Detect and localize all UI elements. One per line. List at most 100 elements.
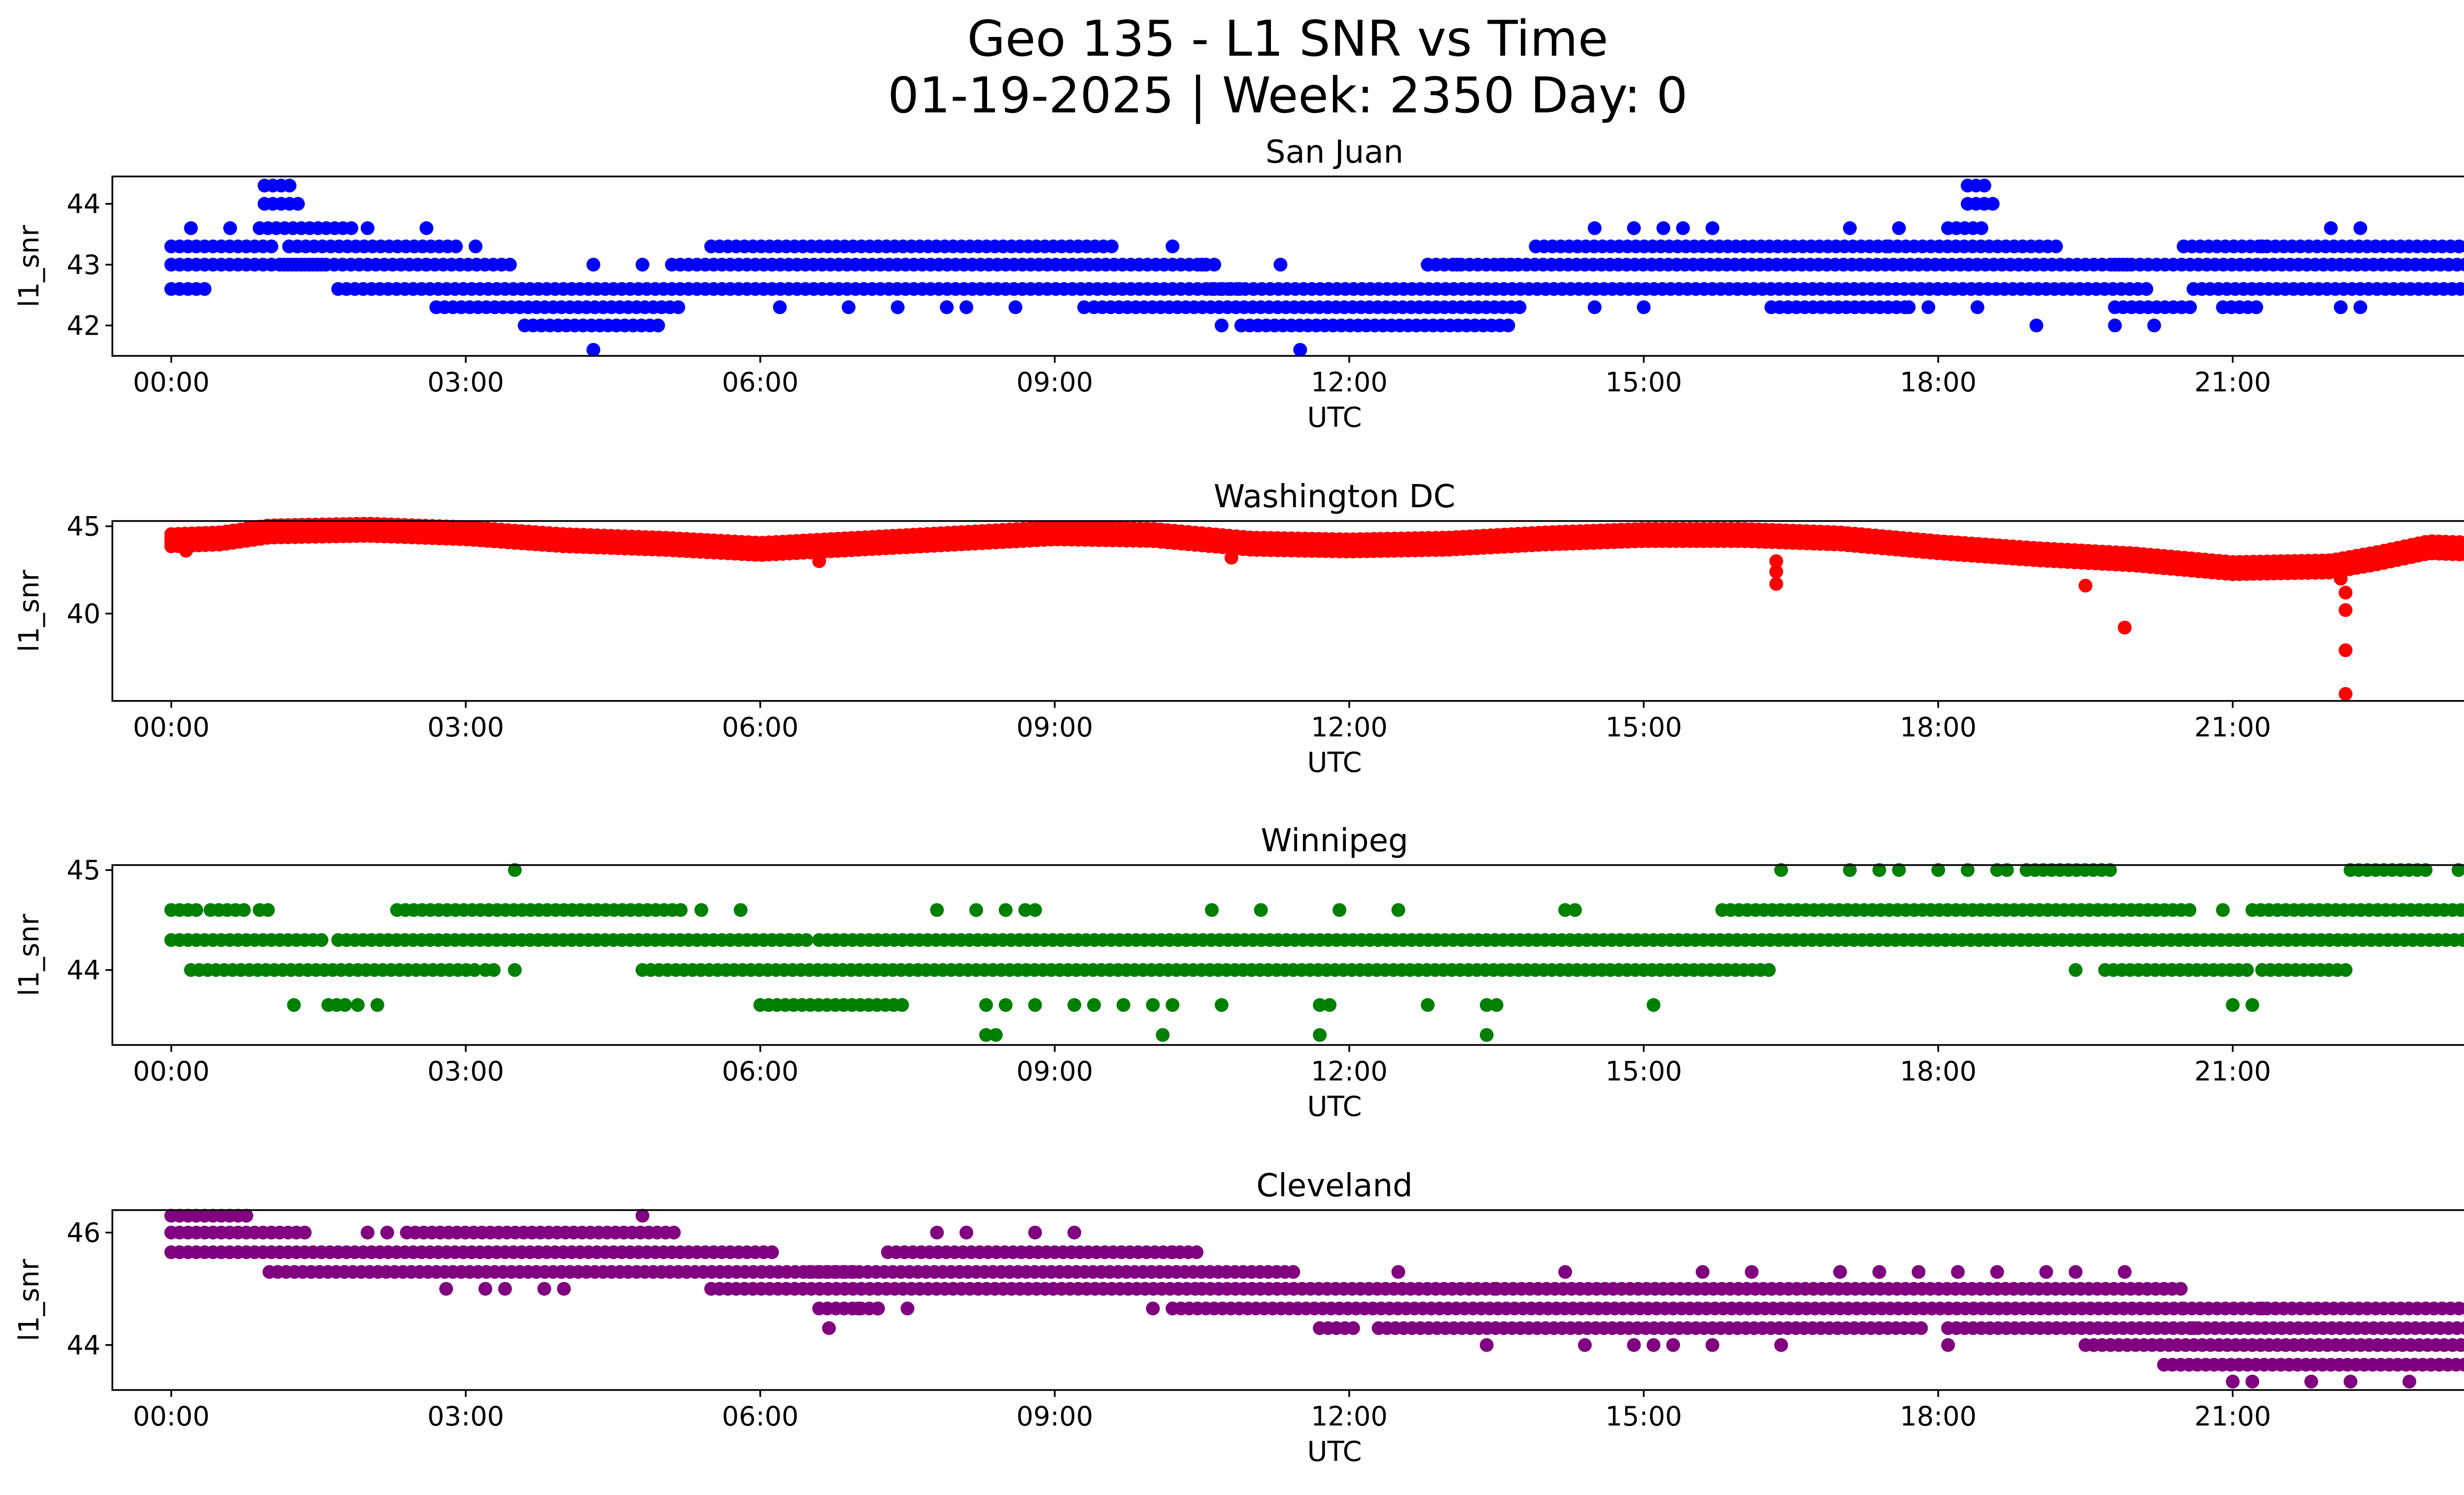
data-point (223, 221, 237, 235)
data-point (773, 300, 787, 314)
x-axis-label: UTC (1307, 402, 1362, 434)
data-point (1769, 577, 1783, 591)
data-point (351, 998, 365, 1012)
axes-frame (111, 1209, 2464, 1391)
data-point (1479, 1028, 1494, 1042)
y-tick-label: 45 (67, 855, 101, 886)
x-tick-label: 06:00 (722, 712, 799, 743)
data-point (2039, 1265, 2053, 1279)
data-point (1207, 257, 1221, 272)
data-point (2183, 903, 2196, 917)
data-point (2459, 536, 2464, 549)
data-point (2338, 586, 2353, 600)
data-point (179, 544, 193, 558)
data-point (822, 1321, 836, 1335)
data-point (895, 998, 909, 1012)
data-point (1843, 863, 1857, 877)
data-point (2049, 239, 2063, 253)
data-point (2419, 863, 2433, 877)
data-point (851, 1301, 865, 1316)
data-points (164, 178, 2464, 357)
x-tick-label: 15:00 (1606, 367, 1682, 398)
data-point (694, 903, 709, 917)
data-point (1214, 318, 1229, 333)
data-point (2103, 863, 2117, 877)
data-point (1190, 1245, 1204, 1259)
data-point (2216, 903, 2230, 917)
data-point (1627, 221, 1641, 235)
data-point (1067, 998, 1082, 1012)
y-tick-label: 46 (67, 1217, 101, 1249)
data-point (2460, 1302, 2464, 1315)
data-point (419, 221, 434, 235)
data-point (2000, 863, 2014, 877)
data-point (1214, 998, 1229, 1012)
data-point (2118, 621, 2132, 635)
data-point (2225, 998, 2240, 1012)
data-point (1313, 1028, 1327, 1042)
axes-frame (111, 175, 2464, 357)
data-point (1558, 1265, 1573, 1279)
x-tick-label: 18:00 (1900, 367, 1977, 398)
data-point (2454, 903, 2464, 917)
data-point (1087, 998, 1101, 1012)
subplot-title: Cleveland (1256, 1168, 1412, 1204)
data-point (635, 257, 650, 272)
figure-title-line1: Geo 135 - L1 SNR vs Time (967, 10, 1608, 68)
x-tick-label: 12:00 (1311, 1401, 1388, 1432)
data-point (1646, 1338, 1661, 1352)
x-tick-label: 00:00 (133, 1401, 210, 1432)
data-point (2029, 318, 2044, 333)
data-point (2458, 258, 2464, 272)
data-point (998, 903, 1013, 917)
subplot-washington-dc: Washington DC 00:00 03:00 06:00 09:00 12:00 15… (13, 479, 2464, 779)
data-point (338, 998, 352, 1012)
x-axis-label: UTC (1307, 1091, 1362, 1123)
data-point (1224, 551, 1238, 565)
data-point (1902, 300, 1916, 314)
data-point (1077, 300, 1091, 314)
x-tick-label: 18:00 (1900, 712, 1977, 743)
x-tick-label: 03:00 (427, 1401, 504, 1432)
data-point (486, 963, 501, 977)
data-point (2333, 300, 2348, 314)
x-tick-label: 21:00 (2194, 367, 2271, 398)
data-point (439, 1282, 453, 1296)
data-point (2255, 239, 2269, 253)
data-point (900, 1301, 915, 1316)
data-point (1921, 300, 1936, 314)
data-point (2451, 863, 2464, 877)
data-point (2108, 318, 2122, 333)
subplot-title: Winnipeg (1261, 823, 1408, 859)
y-tick-label: 44 (67, 189, 101, 220)
data-point (2240, 963, 2254, 977)
x-tick-label: 09:00 (1016, 712, 1093, 743)
figure-title-line2: 01-19-2025 | Week: 2350 Day: 0 (888, 67, 1687, 124)
data-point (1774, 863, 1788, 877)
x-tick-label: 12:00 (1311, 712, 1388, 743)
subplot-title: San Juan (1266, 134, 1403, 171)
data-point (198, 282, 212, 296)
data-point (1774, 1338, 1788, 1352)
data-point (2068, 963, 2083, 977)
x-tick-label: 00:00 (133, 712, 210, 743)
data-point (674, 903, 688, 917)
data-point (237, 903, 251, 917)
data-point (2338, 643, 2353, 658)
data-point (1951, 1265, 1965, 1279)
y-tick-label: 44 (67, 955, 101, 986)
data-point (1273, 257, 1288, 272)
data-point (2245, 998, 2259, 1012)
data-point (940, 300, 954, 314)
data-point (1479, 1338, 1494, 1352)
data-point (2338, 963, 2353, 977)
x-tick-label: 09:00 (1016, 1401, 1093, 1432)
data-point (1892, 863, 1906, 877)
data-point (370, 998, 384, 1012)
data-point (1666, 1338, 1680, 1352)
y-tick-label: 45 (67, 511, 101, 542)
data-point (2462, 284, 2464, 294)
data-point (2353, 221, 2367, 235)
data-point (979, 1028, 993, 1042)
